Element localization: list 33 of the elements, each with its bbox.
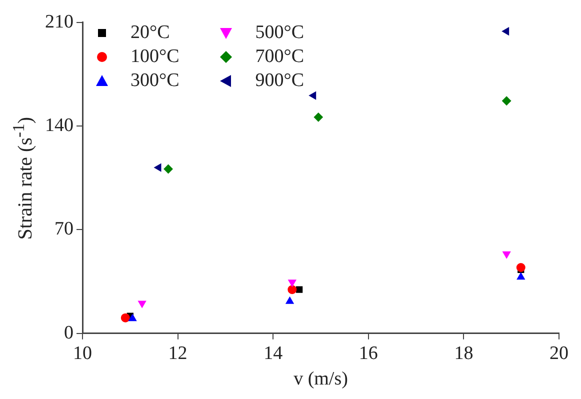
point xyxy=(286,296,294,304)
y-tick-label: 0 xyxy=(64,322,74,344)
x-tick-label: 16 xyxy=(358,342,378,364)
point xyxy=(516,272,525,280)
y-tick-label: 210 xyxy=(45,11,74,32)
y-tick-label: 140 xyxy=(45,115,74,136)
point xyxy=(288,280,296,287)
point xyxy=(120,313,130,322)
legend-label: 300°C xyxy=(130,70,180,92)
y-tick-label: 70 xyxy=(54,218,74,240)
x-tick-label: 10 xyxy=(73,342,92,364)
x-tick-label: 20 xyxy=(550,342,568,364)
x-tick-label: 18 xyxy=(454,342,474,364)
x-tick-label: 12 xyxy=(168,342,188,364)
point xyxy=(296,286,303,293)
point xyxy=(502,27,510,36)
point xyxy=(138,300,146,308)
legend-label: 500°C xyxy=(255,22,304,44)
point xyxy=(154,164,162,172)
point xyxy=(309,92,316,100)
x-tick-label: 14 xyxy=(264,342,284,364)
point xyxy=(502,251,511,258)
legend-label: 20°C xyxy=(130,22,170,44)
legend-label: 700°C xyxy=(255,46,304,68)
point xyxy=(516,263,526,272)
point xyxy=(164,164,173,174)
point xyxy=(128,314,136,322)
x-axis-title: v (m/s) xyxy=(294,368,348,390)
legend-label: 900°C xyxy=(255,70,304,92)
point xyxy=(314,112,323,122)
legend-label: 100°C xyxy=(130,46,180,68)
point xyxy=(502,96,512,106)
point xyxy=(288,285,297,294)
